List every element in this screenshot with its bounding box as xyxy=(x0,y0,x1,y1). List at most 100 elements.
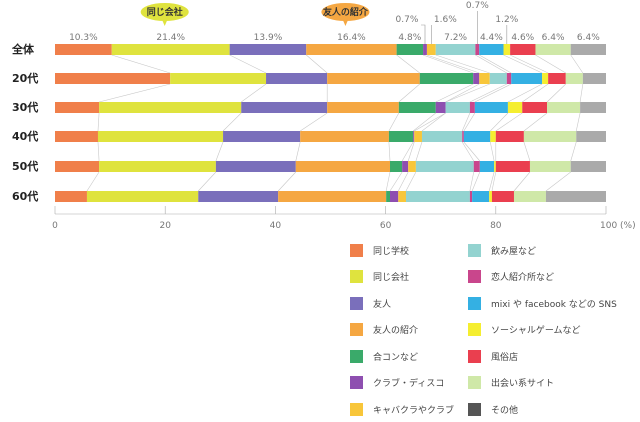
callout: 同じ会社 xyxy=(140,3,189,26)
legend-item: 合コンなど xyxy=(350,349,418,363)
connector-line xyxy=(198,171,217,192)
connector-line xyxy=(222,112,242,132)
bars xyxy=(55,44,606,202)
connector-line xyxy=(407,141,415,162)
bar-segment xyxy=(522,102,548,113)
legend-swatch xyxy=(350,349,363,363)
connector-line xyxy=(445,83,480,103)
connector-line xyxy=(215,141,224,162)
connector-line xyxy=(111,54,171,74)
bar-segment xyxy=(469,102,475,113)
connector-line xyxy=(546,83,566,103)
callout-pointer xyxy=(342,19,349,26)
bar-segment xyxy=(426,44,436,55)
legend-label: 出会い系サイト xyxy=(491,379,555,389)
connector-line xyxy=(489,141,495,162)
bar-segment xyxy=(582,73,606,84)
connector-line xyxy=(422,54,474,74)
row-label: 60代 xyxy=(12,189,38,203)
connector-line xyxy=(545,171,571,192)
bar-segment xyxy=(475,44,480,55)
bar-segment xyxy=(398,191,406,202)
connector-line xyxy=(306,54,328,74)
connector-line xyxy=(300,112,328,132)
connector-line xyxy=(86,171,100,192)
bar-segment xyxy=(198,191,279,202)
connector-line xyxy=(435,83,474,103)
bar-segment xyxy=(55,44,112,55)
bar-segment xyxy=(327,73,420,84)
bar-segment xyxy=(463,131,491,142)
data-label: 13.9% xyxy=(254,33,283,43)
legend-label: mixi や facebook などの SNS xyxy=(491,299,617,310)
stacked-bar-chart: 全体 20代 30代 40代 50代 60代 10.3% 21.4% 13.9% 16.4% 4.… xyxy=(11,1,636,231)
connector-line xyxy=(461,112,471,132)
data-label: 4.4% xyxy=(480,33,503,43)
bar-segment xyxy=(535,44,571,55)
bar-segment xyxy=(529,161,571,172)
connector-line xyxy=(421,112,446,132)
x-tick-label: 80 xyxy=(490,221,502,231)
legend-swatch xyxy=(350,270,363,283)
bar-segment xyxy=(215,161,296,172)
bar-segment xyxy=(435,102,446,113)
bar-segment xyxy=(421,131,463,142)
bar-segment xyxy=(548,73,566,84)
x-tick-label: 100 (%) xyxy=(600,221,636,231)
bar-segment xyxy=(390,161,403,172)
legend-item: その他 xyxy=(468,402,518,416)
bar-segment xyxy=(97,131,224,142)
x-tick-label: 20 xyxy=(159,221,171,231)
bar-segment xyxy=(506,73,512,84)
connector-line xyxy=(570,141,577,162)
connector-line xyxy=(229,54,267,74)
leader-line xyxy=(420,24,426,44)
bar-segment xyxy=(474,102,508,113)
bar-segment xyxy=(435,44,476,55)
legend-swatch xyxy=(468,296,481,310)
connector-line xyxy=(426,54,480,74)
bar-segment xyxy=(473,73,480,84)
legend-swatch xyxy=(350,296,363,310)
bar-segment xyxy=(223,131,301,142)
data-label: 10.3% xyxy=(69,33,98,43)
bar-segment xyxy=(415,161,474,172)
bar-segment xyxy=(408,161,416,172)
row-label: 20代 xyxy=(12,71,38,85)
connector-line xyxy=(97,112,100,132)
data-label: 1.2% xyxy=(495,15,518,25)
legend-item: キャバクラやクラブ xyxy=(350,402,454,416)
bar-segment xyxy=(55,191,87,202)
legend-item: クラブ・ディスコ xyxy=(350,376,444,390)
x-tick-label: 40 xyxy=(270,221,282,231)
legend-swatch xyxy=(468,323,481,336)
connector-line xyxy=(490,112,509,132)
legend-item: 出会い系サイト xyxy=(468,376,554,390)
connector-line xyxy=(522,83,549,103)
bar-segment xyxy=(170,73,267,84)
row-label: 全体 xyxy=(11,42,35,56)
bar-segment xyxy=(503,44,511,55)
bar-segment xyxy=(495,131,524,142)
bar-segment xyxy=(523,131,577,142)
connector-line xyxy=(398,83,420,103)
bar-segment xyxy=(479,161,495,172)
row-labels: 全体 20代 30代 40代 50代 60代 xyxy=(11,42,38,203)
connector-line xyxy=(398,171,409,192)
bar-segment xyxy=(86,191,199,202)
legend-label: クラブ・ディスコ xyxy=(373,379,445,389)
connector-line xyxy=(491,171,497,192)
connector-lines xyxy=(86,54,584,192)
connector-line xyxy=(474,83,512,103)
legend-item: 同じ会社 xyxy=(350,270,409,284)
bar-segment xyxy=(229,44,307,55)
connector-line xyxy=(463,141,481,162)
bar-segment xyxy=(55,73,171,84)
legend-swatch xyxy=(468,376,481,389)
bar-segment xyxy=(547,102,581,113)
bar-segment xyxy=(405,191,470,202)
legend-label: 同じ学校 xyxy=(373,246,410,257)
legend-label: その他 xyxy=(491,405,519,416)
connector-line xyxy=(523,141,531,162)
legend-label: 飲み屋など xyxy=(491,246,537,257)
